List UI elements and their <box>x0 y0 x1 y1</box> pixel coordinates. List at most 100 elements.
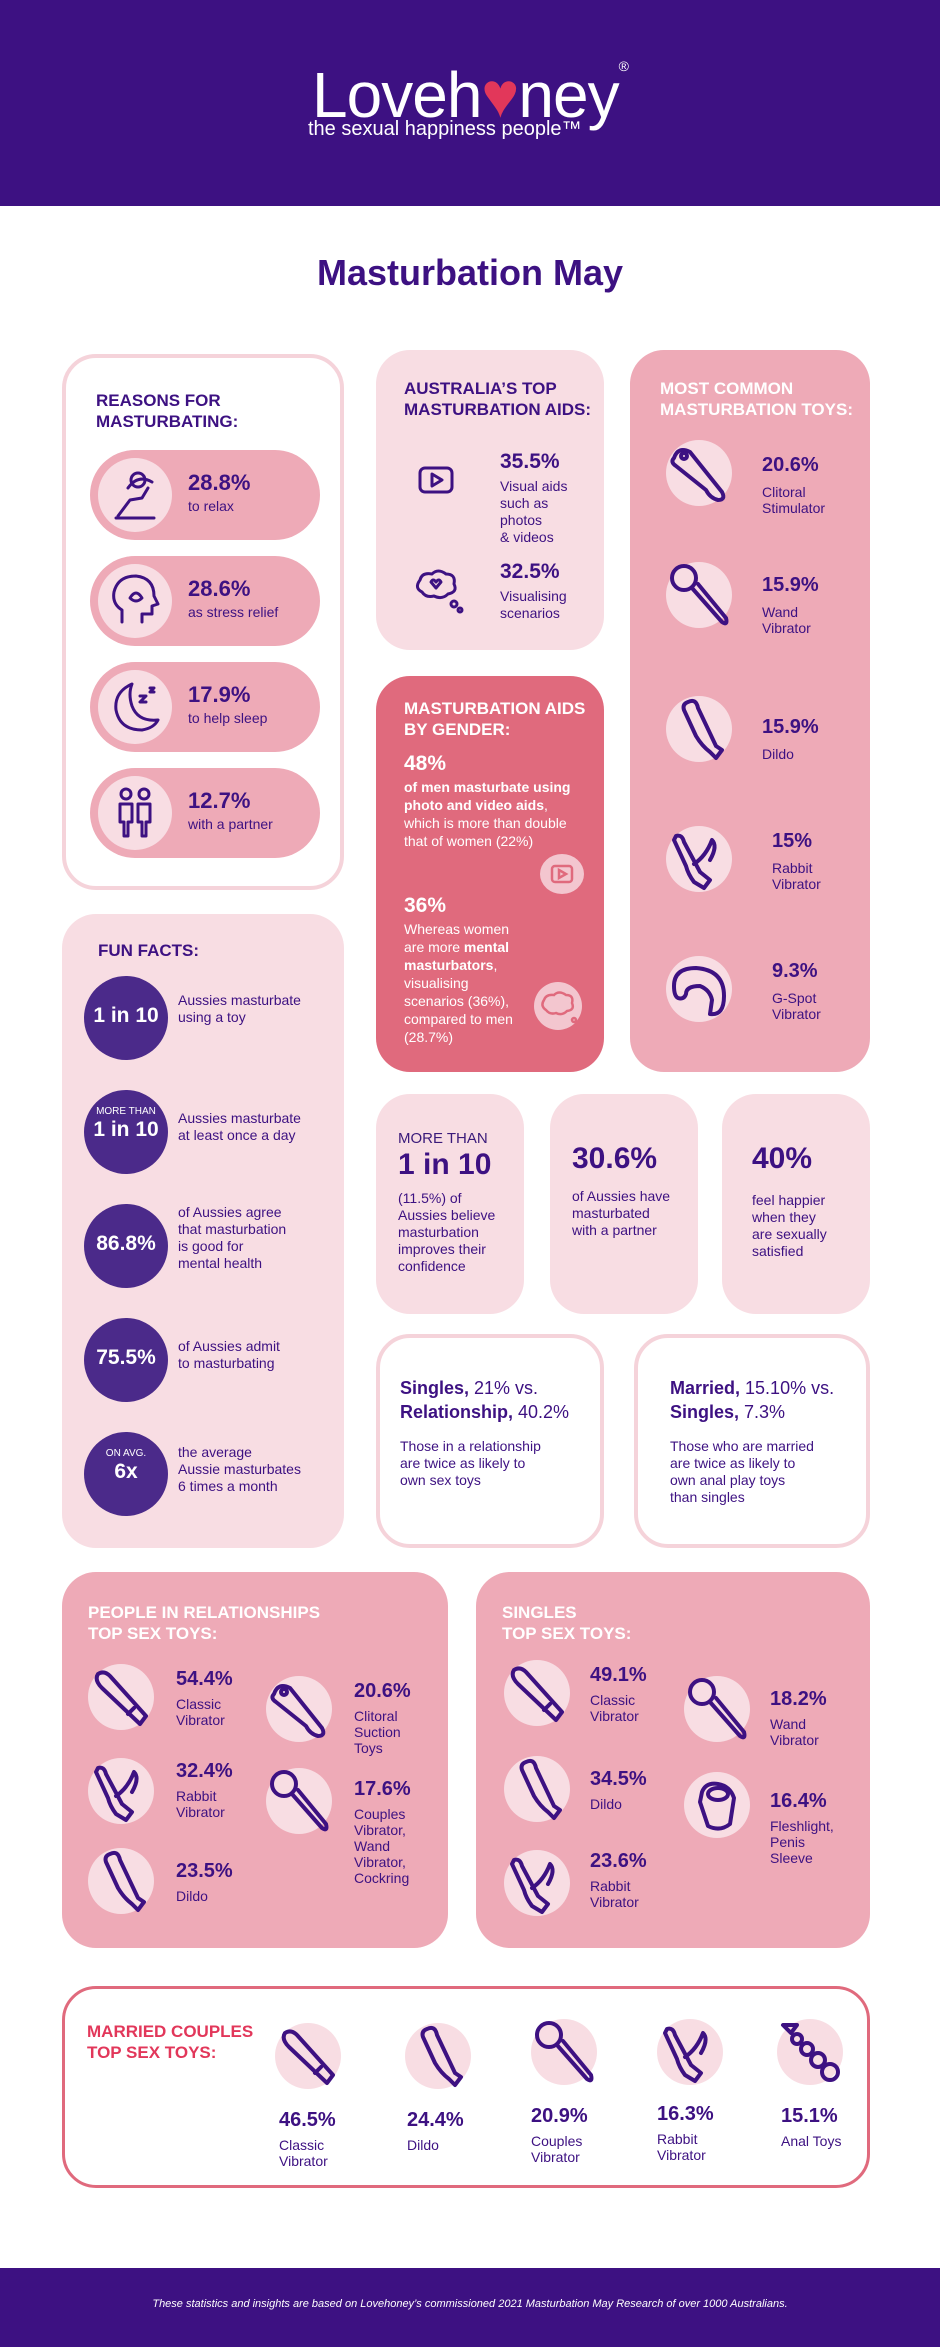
fact-big: 86.8% <box>96 1232 156 1255</box>
toy-label: Classic Vibrator <box>279 2137 328 2169</box>
fact-top <box>84 1334 168 1346</box>
gender-card: MASTURBATION AIDS BY GENDER: 48% of men … <box>376 676 604 1072</box>
compare-value: 40.2% <box>513 1402 570 1422</box>
reason-label: with a partner <box>188 816 273 832</box>
logo-text-start: Loveh <box>312 59 482 131</box>
toy-pct: 49.1% <box>590 1664 647 1686</box>
wand-vibrator-icon <box>270 1770 329 1832</box>
toy-label: Classic Vibrator <box>176 1696 225 1728</box>
rabbit-vibrator-icon <box>94 1765 139 1822</box>
couples-vibrator-icon <box>535 2021 594 2083</box>
fact-top: ON AVG. <box>105 1448 147 1459</box>
anal-beads-icon <box>781 2023 840 2082</box>
registered-mark: ® <box>618 58 629 74</box>
stat-big: 40% <box>752 1142 813 1175</box>
confidence-stat-card: MORE THAN 1 in 10 (11.5%) of Aussies bel… <box>376 1094 524 1314</box>
men-text-rest: , which is more than double that of wome… <box>404 797 567 849</box>
reason-pct: 28.8% <box>188 470 251 495</box>
toy-label: Fleshlight, Penis Sleeve <box>770 1818 834 1866</box>
fun-facts-heading: FUN FACTS: <box>98 941 200 960</box>
toy-pct: 54.4% <box>176 1668 233 1690</box>
compare-value: 7.3% <box>739 1402 786 1422</box>
rabbit-vibrator-icon <box>510 1857 555 1914</box>
stat-text: of Aussies have masturbated with a partn… <box>572 1188 671 1238</box>
toy-label: Rabbit Vibrator <box>590 1878 639 1910</box>
g-spot-vibrator-icon <box>672 966 726 1017</box>
reason-item: 28.6% as stress relief <box>90 556 320 646</box>
toy-pct: 17.6% <box>354 1778 411 1800</box>
women-text-rest: , visualising scenarios (36%), compared … <box>404 957 513 1045</box>
fact-top: MORE THAN <box>96 1106 156 1117</box>
toy-pct: 15.9% <box>762 574 819 596</box>
toy-label: Rabbit Vibrator <box>772 860 821 892</box>
logo-text-end: ney <box>518 59 619 131</box>
wand-vibrator-icon <box>688 1678 747 1740</box>
fact-top <box>84 992 168 1004</box>
compare-text: Those who are married are twice as likel… <box>670 1438 814 1505</box>
men-pct: 48% <box>404 752 447 775</box>
stat-big: 1 in 10 <box>398 1148 492 1181</box>
gender-heading: MASTURBATION AIDS BY GENDER: <box>404 699 586 739</box>
toy-label: Dildo <box>176 1888 208 1904</box>
fun-facts-card: FUN FACTS: 1 in 10 Aussies masturbate us… <box>62 914 344 1548</box>
singles-relationship-card: Singles, 21% vs. Relationship, 40.2% Tho… <box>376 1334 604 1548</box>
fact-big: 1 in 10 <box>93 1004 159 1027</box>
toy-pct: 16.4% <box>770 1790 827 1812</box>
video-play-icon <box>418 466 454 494</box>
relax-icon <box>114 471 156 520</box>
classic-vibrator-icon <box>281 2029 335 2085</box>
stat-text: (11.5%) of Aussies believe masturbation … <box>398 1190 496 1274</box>
stat-top: MORE THAN <box>398 1130 488 1147</box>
toy-pct: 34.5% <box>590 1768 647 1790</box>
toy-pct: 46.5% <box>279 2109 336 2131</box>
compare-bold: Relationship, <box>400 1402 514 1422</box>
clitoral-stimulator-icon <box>670 448 726 502</box>
toy-label: Classic Vibrator <box>590 1692 639 1724</box>
compare-value: 15.10% vs. <box>740 1378 835 1398</box>
toy-label: Anal Toys <box>781 2133 842 2149</box>
relationship-toys-card: PEOPLE IN RELATIONSHIPS TOP SEX TOYS: 54… <box>62 1572 448 1948</box>
toy-pct: 23.6% <box>590 1850 647 1872</box>
toy-label: Couples Vibrator, Wand Vibrator, Cockrin… <box>354 1806 410 1886</box>
tagline: the sexual happiness people™ <box>308 118 582 140</box>
fact-text: Aussies masturbate using a toy <box>178 992 301 1025</box>
fleshlight-icon <box>698 1781 736 1831</box>
toy-pct: 20.6% <box>354 1680 411 1702</box>
dildo-icon <box>420 2025 463 2087</box>
compare-line1: Married, 15.10% vs. <box>670 1378 834 1399</box>
women-text-bold: mental masturbators <box>404 939 510 973</box>
classic-vibrator-icon <box>94 1670 148 1726</box>
toy-label: Couples Vibrator <box>531 2133 583 2165</box>
logo: Loveh♥ney® <box>0 58 940 132</box>
aid-pct: 35.5% <box>500 450 560 473</box>
reasons-card: REASONS FOR MASTURBATING: 28.8% to relax… <box>62 354 344 890</box>
reason-item: 28.8% to relax <box>90 450 320 540</box>
toy-label: G-Spot Vibrator <box>772 990 821 1022</box>
married-toys-heading: MARRIED COUPLES TOP SEX TOYS: <box>87 2022 254 2062</box>
singles-toys-heading: SINGLES TOP SEX TOYS: <box>502 1603 632 1643</box>
footer-note: These statistics and insights are based … <box>152 2298 788 2310</box>
men-text: of men masturbate using photo and video … <box>404 778 584 850</box>
happier-stat-card: 40% feel happier when they are sexually … <box>722 1094 870 1314</box>
stat-text: feel happier when they are sexually sati… <box>752 1192 827 1259</box>
toy-label: Clitoral Stimulator <box>762 484 826 516</box>
top-aids-heading: AUSTRALIA’S TOP MASTURBATION AIDS: <box>404 379 591 419</box>
women-pct: 36% <box>404 894 447 917</box>
compare-bold: Singles, <box>400 1378 470 1398</box>
stat-big: 30.6% <box>572 1142 658 1175</box>
classic-vibrator-icon <box>510 1666 564 1722</box>
aid-pct: 32.5% <box>500 560 560 583</box>
dildo-icon <box>519 1758 562 1820</box>
dildo-icon <box>681 698 724 760</box>
wand-vibrator-icon <box>670 564 729 626</box>
common-toys-heading: MOST COMMON MASTURBATION TOYS: <box>660 379 853 419</box>
toy-pct: 20.6% <box>762 454 819 476</box>
toy-pct: 15.1% <box>781 2105 838 2127</box>
fact-big: 6x <box>114 1460 138 1483</box>
toy-pct: 20.9% <box>531 2105 588 2127</box>
thought-heart-icon <box>541 991 578 1024</box>
rabbit-vibrator-icon <box>672 833 717 890</box>
toy-pct: 16.3% <box>657 2103 714 2125</box>
compare-text: Those in a relationship are twice as lik… <box>400 1438 541 1488</box>
toy-label: Rabbit Vibrator <box>657 2131 706 2163</box>
